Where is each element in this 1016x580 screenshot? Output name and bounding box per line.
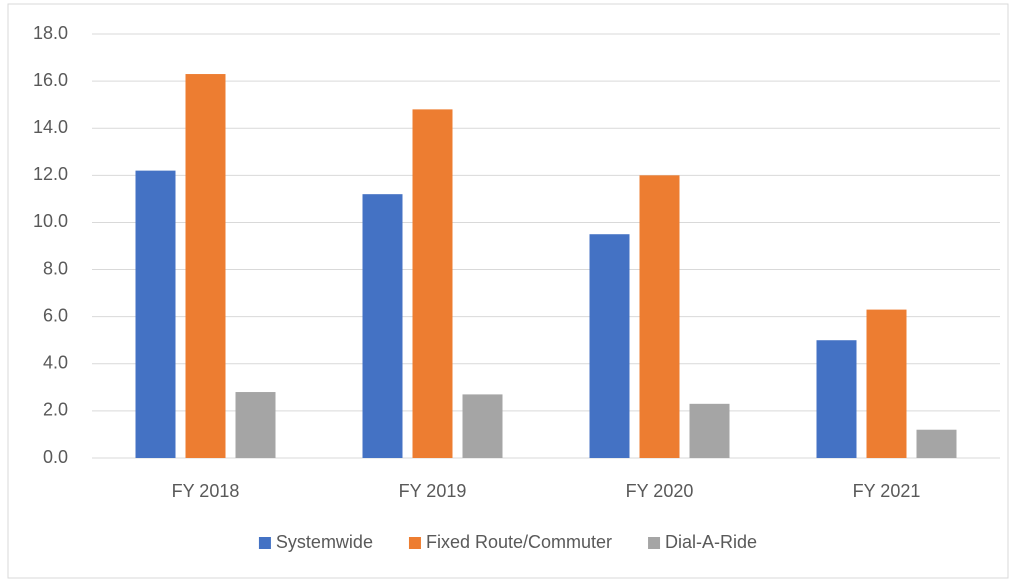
- y-tick-label: 16.0: [33, 70, 68, 90]
- bar: [916, 429, 957, 458]
- legend-label: Systemwide: [276, 532, 373, 552]
- y-tick-label: 2.0: [43, 400, 68, 420]
- bar: [462, 394, 503, 458]
- x-tick-label: FY 2019: [399, 481, 467, 501]
- legend-label: Dial-A-Ride: [665, 532, 757, 552]
- bar: [185, 74, 226, 459]
- legend-swatch: [648, 537, 661, 549]
- y-tick-label: 0.0: [43, 447, 68, 467]
- y-tick-label: 12.0: [33, 164, 68, 184]
- legend-label: Fixed Route/Commuter: [426, 532, 612, 552]
- bar: [135, 170, 176, 458]
- bar: [235, 392, 276, 458]
- y-tick-label: 8.0: [43, 258, 68, 278]
- bar: [589, 234, 630, 458]
- x-tick-label: FY 2021: [853, 481, 921, 501]
- bar: [689, 403, 730, 458]
- bar: [866, 309, 907, 458]
- y-tick-label: 10.0: [33, 211, 68, 231]
- y-tick-label: 18.0: [33, 23, 68, 43]
- x-tick-label: FY 2018: [172, 481, 240, 501]
- legend-swatch: [408, 537, 421, 549]
- bar: [412, 109, 453, 458]
- x-tick-label: FY 2020: [626, 481, 694, 501]
- y-tick-label: 14.0: [33, 117, 68, 137]
- y-tick-label: 4.0: [43, 353, 68, 373]
- bar: [639, 175, 680, 459]
- bar: [816, 340, 857, 458]
- legend-swatch: [258, 537, 271, 549]
- y-tick-label: 6.0: [43, 305, 68, 325]
- bar: [362, 194, 403, 458]
